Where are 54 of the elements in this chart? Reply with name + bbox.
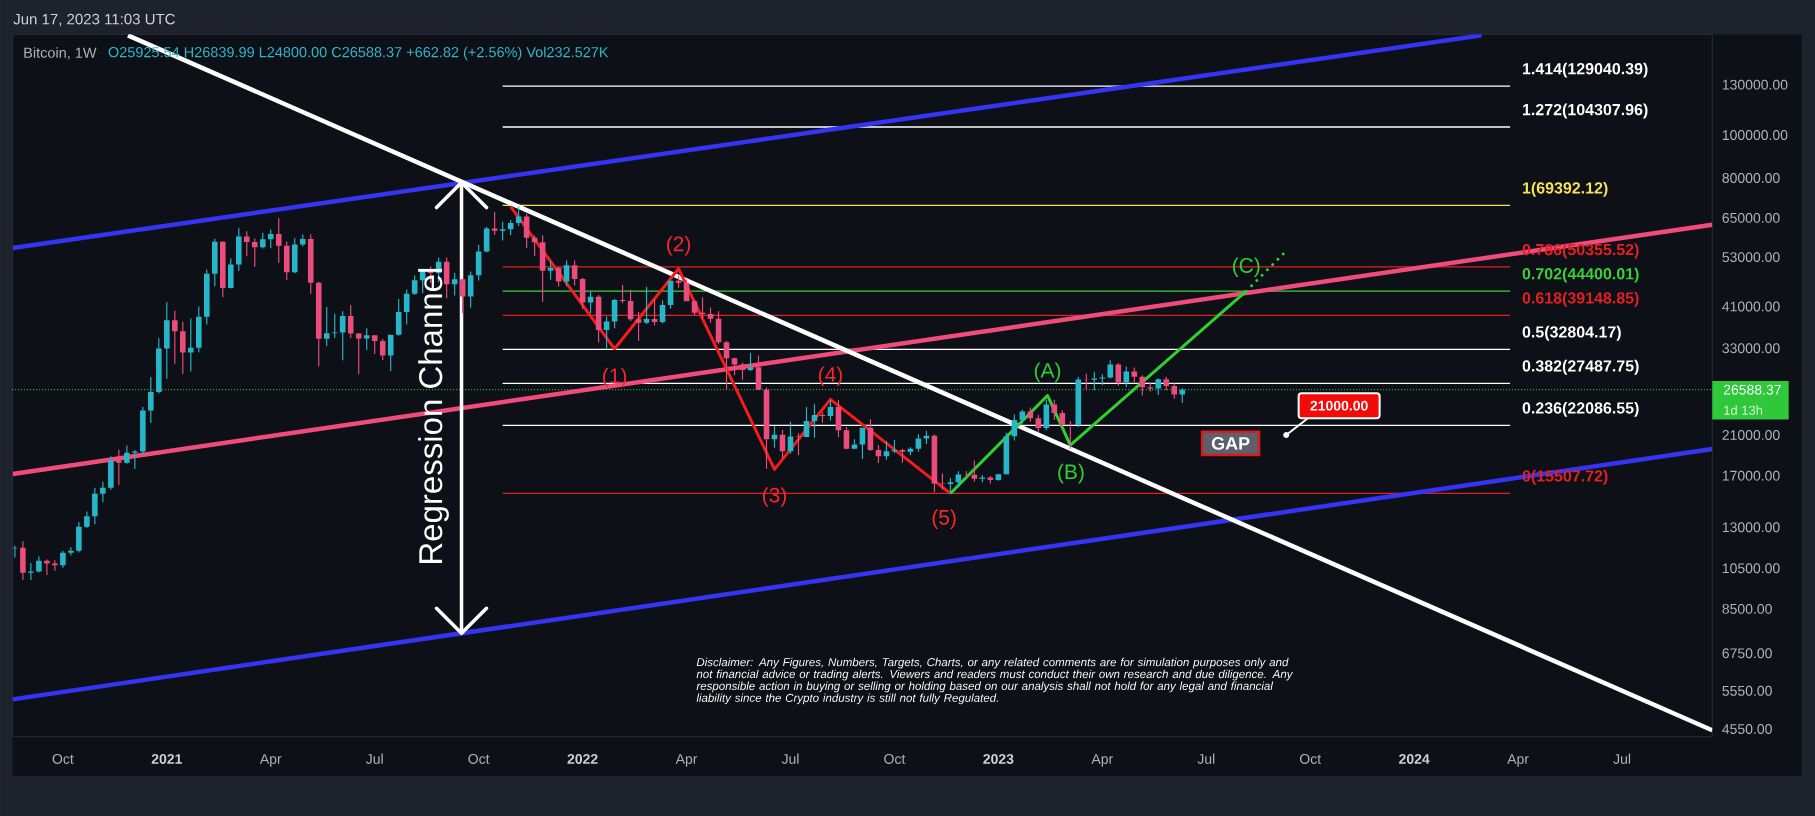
annotation: (B)	[1058, 463, 1084, 484]
series-label: 0.618(39148.85)	[1522, 291, 1639, 307]
x-tick-label: Apr	[675, 754, 698, 767]
y-tick-label: 21000.00	[1722, 430, 1780, 441]
x-tick-label: Jul	[1613, 753, 1631, 764]
x-tick-label: Apr	[259, 754, 282, 767]
y-tick-label: 100000.00	[1722, 130, 1788, 141]
annotation: (4)	[818, 366, 842, 387]
annotation: 21000.00	[1310, 400, 1368, 411]
y-tick-label: 8500.00	[1722, 603, 1772, 614]
x-tick-label: Apr	[1507, 754, 1529, 767]
x-tick-label: Oct	[52, 753, 74, 764]
series-label: 0.236(22086.55)	[1522, 401, 1639, 417]
x-tick-label: Oct	[1299, 753, 1322, 764]
series-label: 0(15507.72)	[1522, 469, 1608, 485]
x-tick-label: 2023	[983, 753, 1014, 764]
x-tick-label: Apr	[1091, 754, 1113, 767]
y-tick-label: 80000.00	[1722, 173, 1780, 183]
annotation: (5)	[932, 509, 956, 529]
y-tick-label: 10500.00	[1722, 563, 1780, 574]
x-tick-label: 2021	[151, 753, 182, 764]
annotation: (A)	[1034, 362, 1061, 382]
annotation: (1)	[603, 367, 627, 388]
text: Jun 17, 2023 11:03 UTC	[13, 13, 175, 27]
y-tick-label: 5550.00	[1722, 685, 1772, 696]
x-tick-label: Jul	[781, 753, 799, 764]
y-tick-label: 53000.00	[1722, 252, 1780, 263]
series-label: 1.414(129040.39)	[1523, 62, 1648, 78]
x-tick-label: 2022	[567, 753, 598, 764]
y-tick-label: 130000.00	[1722, 79, 1788, 90]
annotation: (2)	[667, 235, 691, 256]
annotation: Regression Channel	[418, 268, 449, 563]
y-tick-label: 33000.00	[1722, 343, 1780, 354]
x-tick-label: 2024	[1399, 753, 1430, 764]
y-tick-label: 4550.00	[1722, 724, 1772, 734]
series-label: 0.702(44400.01)	[1522, 267, 1639, 283]
y-tick-label: 13000.00	[1722, 522, 1780, 533]
annotation: Disclaimer: Any Figures, Numbers, Targets, Charts, or any related comments are for simulation purposes only and not financial advice or trading alerts. Viewers and readers must conduct their own research and due diligence. Any responsible action in buying or selling or holding based on our analysis shall not hold for any legal and financial liability since the Crypto industry is still not fully Regulated.	[696, 657, 1294, 705]
y-tick-label: 41000.00	[1722, 301, 1780, 312]
x-tick-label: Oct	[884, 753, 906, 764]
y-tick-label: 17000.00	[1722, 470, 1780, 481]
series-label: 0.5(32804.17)	[1522, 325, 1621, 341]
series-label: 1(69392.12)	[1523, 181, 1608, 197]
x-tick-label: Jul	[365, 753, 383, 764]
y-tick-label: 65000.00	[1722, 212, 1780, 223]
series-label: 1.272(104307.96)	[1523, 103, 1648, 119]
text: Bitcoin, 1W	[24, 47, 97, 60]
y-tick-label: 6750.00	[1722, 648, 1772, 659]
x-tick-label: Oct	[468, 753, 490, 764]
x-tick-label: Jul	[1197, 753, 1215, 764]
ref-line-label: 26588.37	[1723, 384, 1781, 395]
series-label: 0.382(27487.75)	[1522, 359, 1639, 375]
text: 1d 13h	[1724, 405, 1763, 415]
annotation: GAP	[1211, 437, 1250, 450]
